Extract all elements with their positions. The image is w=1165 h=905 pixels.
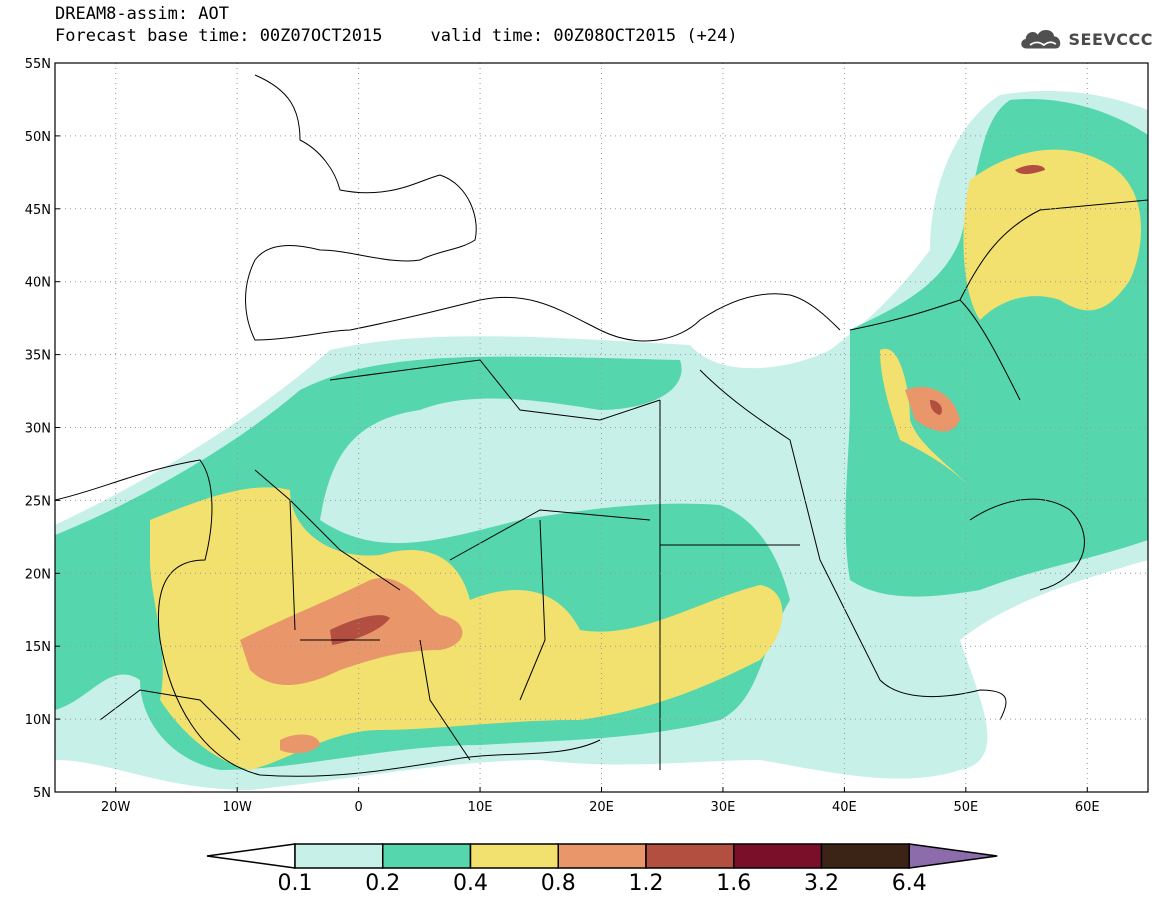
lon-label: 10W (222, 800, 252, 815)
colorbar-label: 0.2 (365, 871, 400, 896)
colorbar-swatch (645, 843, 735, 869)
cloud-icon (1021, 30, 1061, 49)
colorbar-label: 1.6 (716, 871, 751, 896)
forecast-base-time: Forecast base time: 00Z07OCT2015 (55, 26, 383, 46)
lon-label: 50E (953, 800, 978, 815)
seevccc-logo: SEEVCCC (1018, 22, 1153, 56)
colorbar-swatch (469, 843, 559, 869)
logo-text: SEEVCCC (1068, 29, 1153, 49)
lon-label: 60E (1075, 800, 1100, 815)
lat-label: 5N (33, 786, 51, 801)
colorbar-high-arrow (908, 843, 998, 869)
lat-label: 30N (25, 422, 51, 437)
lat-label: 40N (25, 276, 51, 291)
latitude-tick-labels: 55N 50N 45N 40N 35N 30N 25N 20N 15N 10N 5N (25, 57, 51, 801)
colorbar-label: 0.1 (278, 871, 313, 896)
colorbar-label: 0.8 (541, 871, 576, 896)
valid-time: valid time: 00Z08OCT2015 (+24) (430, 26, 738, 46)
colorbar-labels: 0.1 0.2 0.4 0.8 1.2 1.6 3.2 6.4 (278, 871, 927, 896)
map-title: DREAM8-assim: AOT (55, 4, 229, 24)
lat-label: 10N (25, 713, 51, 728)
colorbar (206, 843, 998, 869)
lon-label: 0 (354, 800, 362, 815)
colorbar-swatch (820, 843, 910, 869)
coastlines (55, 74, 1148, 777)
colorbar-label: 1.2 (629, 871, 664, 896)
colorbar-label: 3.2 (804, 871, 839, 896)
lat-label: 20N (25, 567, 51, 582)
lat-label: 15N (25, 640, 51, 655)
colorbar-label: 6.4 (892, 871, 927, 896)
lat-label: 25N (25, 494, 51, 509)
lat-label: 35N (25, 349, 51, 364)
time-info: Forecast base time: 00Z07OCT2015 valid ti… (55, 26, 738, 46)
colorbar-low-arrow (206, 843, 296, 869)
colorbar-swatch (294, 843, 384, 869)
lon-label: 20W (101, 800, 131, 815)
colorbar-swatch (557, 843, 647, 869)
axis-ticks (55, 62, 1088, 793)
lon-label: 40E (832, 800, 857, 815)
lon-label: 10E (468, 800, 493, 815)
lon-label: 30E (711, 800, 736, 815)
lat-label: 45N (25, 203, 51, 218)
colorbar-label: 0.4 (453, 871, 488, 896)
longitude-tick-labels: 20W 10W 0 10E 20E 30E 40E 50E 60E (101, 800, 1100, 815)
colorbar-swatch (382, 843, 472, 869)
lat-label: 55N (25, 57, 51, 72)
lon-label: 20E (589, 800, 614, 815)
lat-label: 50N (25, 130, 51, 145)
colorbar-swatch (733, 843, 823, 869)
